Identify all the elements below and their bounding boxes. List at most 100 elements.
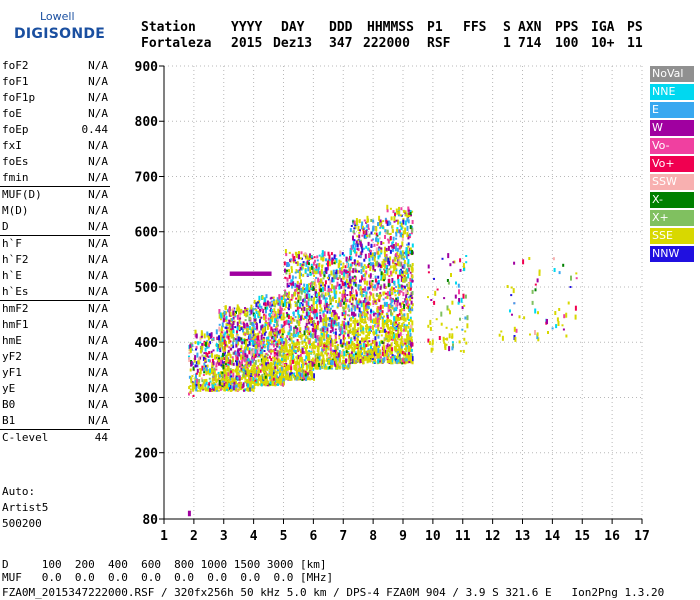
- echo-point: [226, 323, 229, 326]
- echo-point: [377, 255, 380, 260]
- echo-point: [254, 373, 257, 378]
- echo-point: [372, 286, 375, 288]
- echo-point: [217, 371, 220, 375]
- echo-point: [375, 334, 378, 337]
- echo-point: [452, 261, 455, 264]
- echo-point: [203, 352, 206, 355]
- echo-point: [447, 308, 450, 311]
- echo-point: [224, 305, 227, 310]
- echo-point: [306, 260, 309, 265]
- echo-point: [252, 329, 255, 334]
- echo-point: [296, 261, 299, 267]
- echo-point: [398, 284, 401, 288]
- echo-point: [251, 388, 254, 391]
- echo-point: [344, 337, 346, 340]
- echo-point: [256, 355, 259, 358]
- echo-point: [318, 270, 321, 275]
- echo-point: [376, 293, 379, 297]
- echo-point: [278, 329, 281, 334]
- echo-point: [372, 264, 375, 270]
- echo-point: [241, 360, 244, 365]
- echo-point: [344, 367, 347, 369]
- echo-point: [314, 358, 317, 362]
- echo-point: [264, 367, 267, 370]
- x-tick-label: 17: [634, 529, 650, 544]
- echo-point: [381, 225, 384, 229]
- echo-point: [319, 328, 322, 332]
- echo-point: [272, 377, 275, 381]
- echo-point: [191, 344, 194, 347]
- echo-point: [363, 278, 366, 281]
- echo-point: [232, 358, 234, 363]
- echo-point: [299, 353, 302, 358]
- echo-point: [274, 377, 277, 383]
- echo-point: [399, 232, 402, 235]
- echo-point: [411, 274, 414, 279]
- echo-point: [199, 349, 202, 354]
- echo-point: [392, 244, 395, 249]
- echo-point: [366, 215, 369, 221]
- echo-point: [330, 252, 333, 256]
- echo-point: [229, 340, 232, 343]
- echo-point: [403, 274, 406, 277]
- echo-point: [448, 333, 451, 339]
- echo-point: [531, 289, 534, 294]
- echo-point: [258, 330, 261, 334]
- echo-point: [401, 351, 404, 355]
- echo-point: [248, 340, 251, 346]
- echo-point: [463, 337, 466, 341]
- echo-point: [295, 261, 298, 264]
- echo-point: [393, 323, 396, 326]
- echo-point: [230, 344, 233, 347]
- echo-point: [378, 295, 381, 300]
- header-label-10: IGA: [591, 20, 615, 35]
- echo-point: [244, 308, 247, 312]
- echo-point: [297, 299, 300, 303]
- echo-point: [299, 266, 302, 270]
- echo-point: [271, 335, 274, 338]
- echo-point: [263, 350, 266, 352]
- param-value: N/A: [88, 237, 108, 250]
- echo-point: [224, 378, 227, 381]
- echo-point: [341, 252, 344, 256]
- echo-point: [191, 375, 194, 378]
- x-tick-label: 9: [399, 529, 407, 544]
- echo-point: [353, 260, 356, 266]
- echo-point: [354, 297, 357, 301]
- echo-point: [291, 296, 294, 299]
- echo-point: [353, 342, 356, 347]
- echo-point: [410, 282, 412, 286]
- echo-point: [315, 345, 318, 348]
- echo-point: [215, 354, 218, 358]
- echo-point: [343, 330, 346, 333]
- echo-point: [387, 245, 390, 251]
- echo-point: [385, 265, 388, 268]
- echo-point: [385, 292, 388, 295]
- echo-point: [374, 275, 377, 279]
- echo-point: [297, 292, 300, 294]
- echo-point: [394, 212, 396, 216]
- echo-point: [404, 317, 407, 322]
- echo-point: [449, 263, 452, 267]
- echo-point: [395, 229, 398, 234]
- echo-point: [337, 358, 340, 362]
- echo-point: [225, 381, 228, 385]
- echo-point: [234, 338, 237, 341]
- echo-point: [464, 294, 467, 299]
- echo-point: [411, 227, 414, 233]
- echo-point: [265, 380, 268, 384]
- echo-point: [221, 322, 224, 328]
- echo-point: [315, 276, 318, 279]
- echo-point: [317, 268, 320, 274]
- echo-point: [224, 313, 227, 316]
- echo-point: [226, 380, 229, 384]
- echo-point: [376, 353, 379, 357]
- echo-point: [267, 317, 270, 321]
- echo-point: [263, 383, 266, 386]
- echo-point: [433, 277, 435, 280]
- echo-point: [285, 312, 288, 314]
- echo-point: [208, 359, 211, 363]
- echo-point: [317, 342, 320, 346]
- echo-point: [278, 333, 281, 336]
- echo-point: [265, 358, 268, 361]
